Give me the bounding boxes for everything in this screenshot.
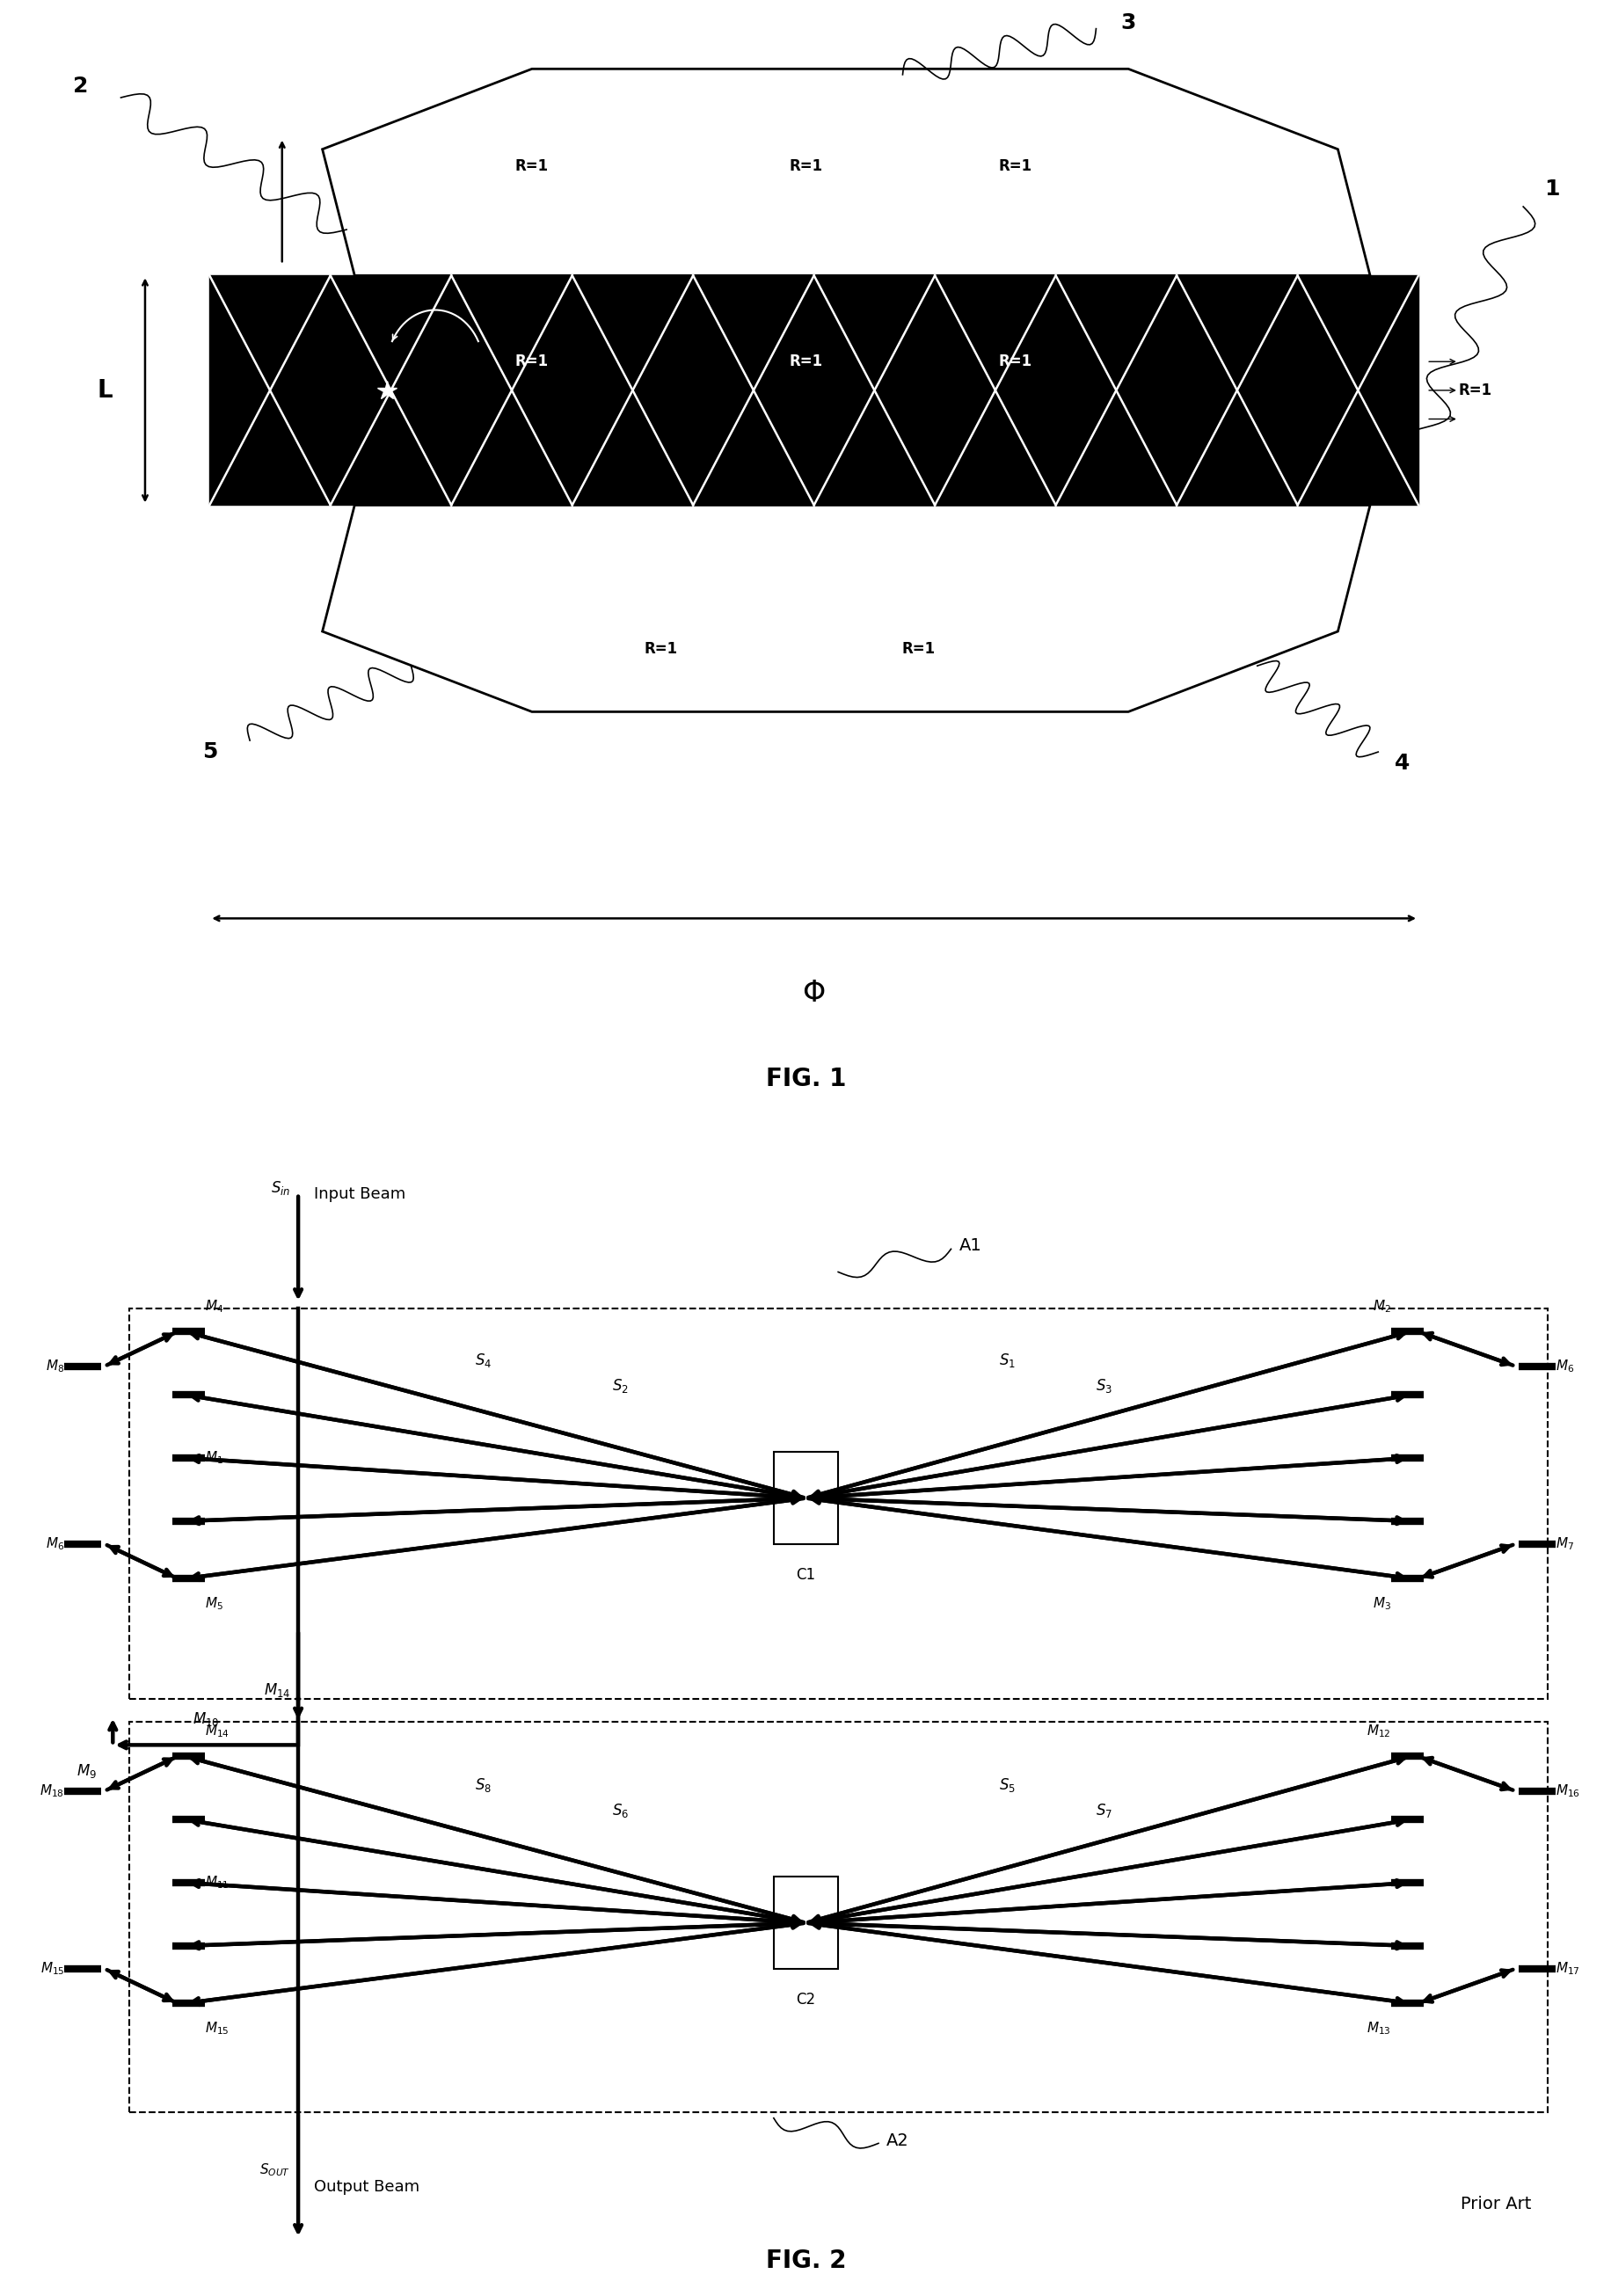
Text: $M_4$: $M_4$ [205, 1297, 224, 1313]
Bar [129, 1722, 1547, 2112]
Text: $M_{18}$: $M_{18}$ [40, 1782, 64, 1800]
Text: $S_5$: $S_5$ [999, 1777, 1015, 1793]
Text: FIG. 1: FIG. 1 [765, 1068, 846, 1091]
Text: 1: 1 [1543, 179, 1559, 200]
Text: 3: 3 [1120, 11, 1134, 34]
Text: $M_{14}$: $M_{14}$ [263, 1681, 290, 1699]
Text: $M_2$: $M_2$ [1373, 1297, 1390, 1313]
Text: $M_{13}$: $M_{13}$ [1366, 2020, 1390, 2037]
Text: $M_1$: $M_1$ [205, 1449, 222, 1467]
Text: R=1: R=1 [516, 158, 548, 174]
Text: C1: C1 [796, 1568, 815, 1582]
Text: A2: A2 [886, 2133, 909, 2149]
Text: C2: C2 [796, 1991, 815, 2007]
Text: L: L [97, 379, 113, 402]
Text: $M_3$: $M_3$ [1373, 1596, 1390, 1612]
Text: $M_5$: $M_5$ [205, 1596, 222, 1612]
Text: $M_{15}$: $M_{15}$ [40, 1961, 64, 1977]
Text: $M_{14}$: $M_{14}$ [205, 1722, 229, 1740]
Text: R=1: R=1 [999, 158, 1031, 174]
Text: $S_6$: $S_6$ [612, 1802, 628, 1818]
Text: $M_6$: $M_6$ [45, 1536, 64, 1552]
Text: FIG. 2: FIG. 2 [765, 2248, 846, 2273]
Text: $S_{in}$: $S_{in}$ [271, 1180, 290, 1196]
Text: $M_9$: $M_9$ [76, 1763, 97, 1779]
Text: $M_8$: $M_8$ [45, 1357, 64, 1375]
Bar [773, 1878, 838, 1968]
Text: $M_{17}$: $M_{17}$ [1555, 1961, 1579, 1977]
Text: R=1: R=1 [789, 158, 822, 174]
Text: $S_{OUT}$: $S_{OUT}$ [259, 2161, 290, 2179]
Text: $M_7$: $M_7$ [1555, 1536, 1572, 1552]
Text: $S_1$: $S_1$ [999, 1352, 1015, 1368]
Text: Prior Art: Prior Art [1460, 2195, 1530, 2213]
Text: 4: 4 [1394, 753, 1408, 774]
Text: Output Beam: Output Beam [314, 2179, 420, 2195]
Text: $M_6$: $M_6$ [1555, 1357, 1574, 1375]
Text: R=1: R=1 [1458, 383, 1492, 397]
Text: Input Beam: Input Beam [314, 1187, 406, 1201]
Text: $M_{15}$: $M_{15}$ [205, 2020, 229, 2037]
Text: R=1: R=1 [516, 354, 548, 370]
Bar [209, 276, 1418, 505]
Text: R=1: R=1 [902, 641, 934, 657]
Polygon shape [322, 505, 1369, 712]
Text: 5: 5 [203, 742, 217, 762]
Bar [129, 1309, 1547, 1699]
Text: $S_8$: $S_8$ [475, 1777, 491, 1793]
Polygon shape [322, 69, 1369, 276]
Text: $S_2$: $S_2$ [612, 1378, 628, 1394]
Text: $M_{12}$: $M_{12}$ [1366, 1722, 1390, 1740]
Text: $\Phi$: $\Phi$ [802, 978, 825, 1008]
Text: 2: 2 [74, 76, 89, 96]
Bar [773, 1453, 838, 1545]
Text: $M_{10}$: $M_{10}$ [192, 1711, 219, 1727]
Text: $M_{16}$: $M_{16}$ [1555, 1782, 1579, 1800]
Text: $S_3$: $S_3$ [1095, 1378, 1112, 1394]
Text: A1: A1 [959, 1238, 981, 1254]
Text: $S_7$: $S_7$ [1095, 1802, 1112, 1818]
Text: $S_4$: $S_4$ [475, 1352, 491, 1368]
Text: $M_{11}$: $M_{11}$ [205, 1874, 229, 1892]
Text: R=1: R=1 [789, 354, 822, 370]
Text: R=1: R=1 [999, 354, 1031, 370]
Text: R=1: R=1 [644, 641, 677, 657]
